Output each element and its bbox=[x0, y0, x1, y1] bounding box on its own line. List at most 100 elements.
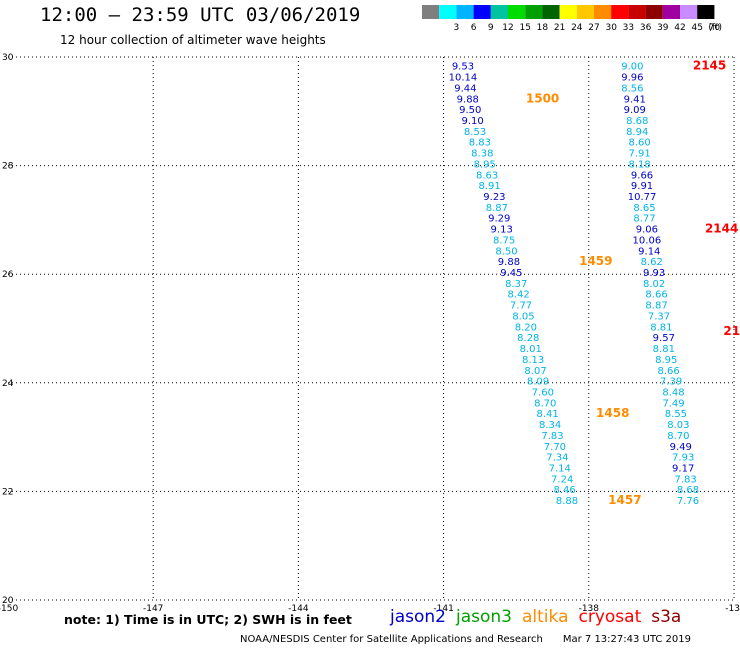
wave-height-point: 9.06 bbox=[636, 225, 658, 236]
wave-height-point: 9.44 bbox=[454, 83, 476, 94]
x-tick-label: -13 bbox=[725, 604, 740, 614]
legend-jason3: jason3 bbox=[456, 607, 512, 627]
wave-height-point: 8.87 bbox=[486, 203, 508, 214]
wave-height-point: 7.14 bbox=[549, 464, 571, 475]
wave-height-point: 7.76 bbox=[677, 496, 699, 507]
pass-time-label: 1500 bbox=[526, 91, 559, 105]
wave-height-point: 9.91 bbox=[631, 181, 653, 192]
colorbar-label: 45 bbox=[691, 23, 702, 33]
colorbar-swatch bbox=[611, 5, 629, 19]
colorbar-label: 12 bbox=[502, 23, 513, 33]
colorbar-swatch bbox=[473, 5, 491, 19]
wave-height-point: 8.03 bbox=[667, 420, 689, 431]
x-tick-label: -144 bbox=[288, 604, 309, 614]
wave-height-point: 8.70 bbox=[534, 398, 556, 409]
wave-height-point: 7.83 bbox=[541, 431, 563, 442]
colorbar-label: 30 bbox=[605, 23, 617, 33]
wave-height-point: 9.45 bbox=[500, 268, 522, 279]
wave-height-point: 8.07 bbox=[524, 366, 546, 377]
wave-height-point: 8.68 bbox=[677, 485, 699, 496]
colorbar: 3 6 9 12 15 18 21 24 27 30 33 36 39 42 45 70(ft) bbox=[422, 5, 722, 33]
colorbar-label: 33 bbox=[623, 23, 634, 33]
wave-height-point: 8.18 bbox=[628, 159, 650, 170]
wave-height-point: 9.00 bbox=[621, 62, 643, 73]
wave-height-point: 9.53 bbox=[452, 62, 474, 73]
wave-height-point: 8.83 bbox=[469, 138, 491, 149]
wave-height-point: 8.94 bbox=[626, 127, 648, 138]
wave-height-point: 9.93 bbox=[643, 268, 665, 279]
y-tick-label: 26 bbox=[2, 270, 14, 280]
wave-height-point: 7.93 bbox=[672, 453, 694, 464]
colorbar-swatch bbox=[525, 5, 543, 19]
colorbar-swatch bbox=[490, 5, 508, 19]
wave-height-point: 10.06 bbox=[633, 235, 662, 246]
wave-height-point: 8.55 bbox=[665, 409, 687, 420]
wave-height-point: 8.48 bbox=[662, 387, 684, 398]
colorbar-swatch bbox=[542, 5, 560, 19]
wave-height-point: 8.87 bbox=[645, 301, 667, 312]
colorbar-swatch bbox=[645, 5, 663, 19]
colorbar-swatch bbox=[576, 5, 594, 19]
wave-height-point: 7.91 bbox=[628, 149, 650, 160]
wave-height-point: 8.77 bbox=[633, 214, 655, 225]
legend-s3a: s3a bbox=[651, 607, 682, 627]
x-tick-label: -150 bbox=[0, 604, 18, 614]
wave-height-point: 9.17 bbox=[672, 464, 694, 475]
pass-time-label: 2143 bbox=[723, 324, 740, 338]
wave-height-point: 8.68 bbox=[626, 116, 648, 127]
colorbar-label: 39 bbox=[657, 23, 669, 33]
wave-height-point: 8.20 bbox=[515, 322, 537, 333]
wave-height-point: 8.81 bbox=[650, 322, 672, 333]
wave-height-point: 10.14 bbox=[449, 73, 478, 84]
wave-height-point: 7.34 bbox=[546, 453, 568, 464]
wave-height-point: 8.65 bbox=[633, 203, 655, 214]
wave-height-point: 8.34 bbox=[539, 420, 561, 431]
wave-height-point: 9.96 bbox=[621, 73, 643, 84]
wave-height-point: 9.10 bbox=[462, 116, 484, 127]
legend-cryosat: cryosat bbox=[578, 607, 642, 627]
wave-height-point: 9.09 bbox=[624, 105, 646, 116]
wave-height-point: 7.24 bbox=[551, 474, 573, 485]
wave-height-point: 9.13 bbox=[491, 225, 513, 236]
colorbar-label: 24 bbox=[571, 23, 583, 33]
wave-height-point: 7.60 bbox=[532, 387, 554, 398]
wave-height-point: 9.49 bbox=[670, 442, 692, 453]
colorbar-swatch bbox=[697, 5, 715, 19]
colorbar-label: 18 bbox=[537, 23, 549, 33]
wave-height-point: 8.37 bbox=[505, 279, 527, 290]
wave-height-point: 9.14 bbox=[638, 246, 660, 257]
wave-height-point: 7.37 bbox=[648, 311, 670, 322]
wave-height-point: 8.63 bbox=[476, 170, 498, 181]
legend-jason2: jason2 bbox=[390, 607, 446, 627]
x-tick-label: -141 bbox=[433, 604, 453, 614]
wave-height-point: 8.70 bbox=[667, 431, 689, 442]
wave-height-point: 8.42 bbox=[507, 290, 529, 301]
wave-height-point: 9.66 bbox=[631, 170, 653, 181]
satellite-legend: jason2 jason3 altika cryosat s3a bbox=[390, 607, 691, 627]
credit-line: NOAA/NESDIS Center for Satellite Applica… bbox=[240, 634, 691, 645]
wave-height-point: 8.75 bbox=[493, 235, 515, 246]
colorbar-unit: (ft) bbox=[708, 23, 722, 33]
axis-ticks: 20 22 24 26 28 30 -150 -147 -144 -141 -138 -13 bbox=[0, 53, 740, 614]
credit-text: NOAA/NESDIS Center for Satellite Applica… bbox=[240, 634, 543, 645]
wave-height-point: 8.02 bbox=[643, 279, 665, 290]
chart-subtitle: 12 hour collection of altimeter wave hei… bbox=[60, 33, 326, 47]
x-tick-label: -147 bbox=[143, 604, 163, 614]
wave-height-point: 8.50 bbox=[495, 246, 517, 257]
wave-height-point: 8.28 bbox=[517, 333, 539, 344]
wave-height-point: 9.50 bbox=[459, 105, 481, 116]
pass-time-label: 2144 bbox=[705, 222, 738, 236]
colorbar-swatch bbox=[662, 5, 680, 19]
wave-height-point: 9.57 bbox=[653, 333, 675, 344]
x-tick-label: -138 bbox=[579, 604, 600, 614]
colorbar-label: 42 bbox=[674, 23, 685, 33]
colorbar-label: 27 bbox=[588, 23, 599, 33]
wave-height-point: 8.81 bbox=[653, 344, 675, 355]
wave-height-point: 9.23 bbox=[483, 192, 505, 203]
colorbar-swatch bbox=[422, 5, 440, 19]
wave-height-point: 7.77 bbox=[510, 301, 532, 312]
wave-height-point: 7.39 bbox=[660, 377, 682, 388]
colorbar-swatch bbox=[508, 5, 526, 19]
colorbar-label: 6 bbox=[471, 23, 477, 33]
